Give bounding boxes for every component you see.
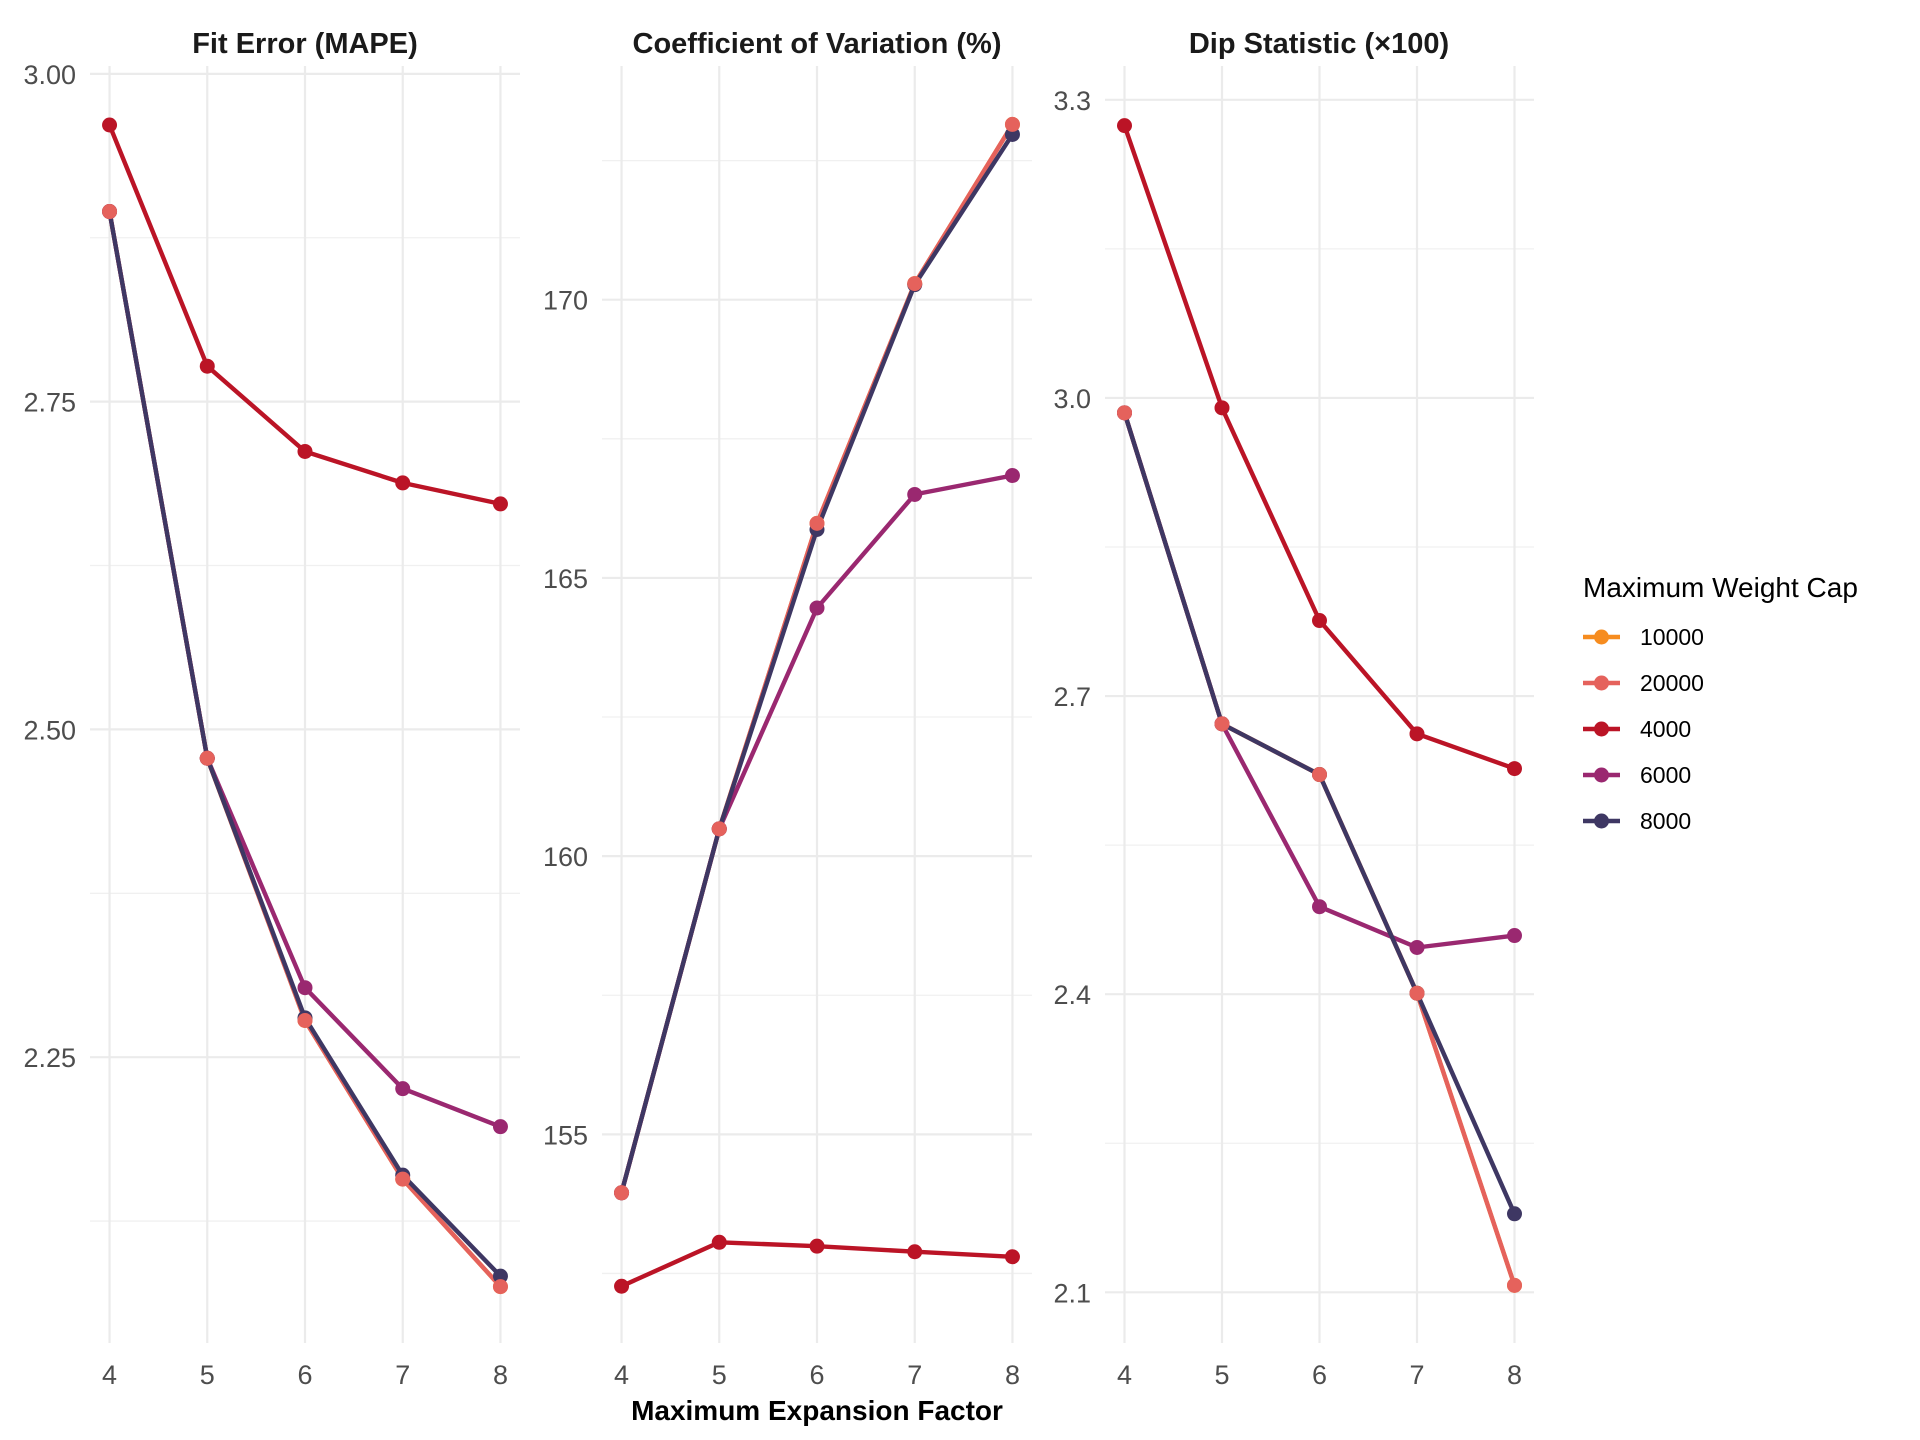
legend-label: 10000 [1640,624,1704,650]
legend-key-point [1594,629,1609,645]
x-tick-label: 5 [200,1360,215,1390]
legend-key-point [1594,721,1609,737]
y-tick-label: 155 [543,1120,588,1150]
data-point-6000 [1312,899,1327,915]
data-point-4000 [199,358,215,374]
data-point-4000 [1507,761,1522,777]
legend-entry-6000: 6000 [1583,762,1691,788]
y-tick-label: 160 [543,842,588,872]
legend-label: 6000 [1640,762,1691,788]
legend-key-point [1594,767,1609,783]
y-tick-label: 165 [543,564,588,594]
data-point-4000 [1117,118,1132,134]
y-tick-label: 3.0 [1053,384,1091,414]
y-tick-label: 2.4 [1053,980,1091,1010]
data-point-6000 [297,980,313,996]
x-tick-label: 4 [614,1360,629,1390]
data-point-4000 [297,443,313,459]
data-point-20000 [102,204,118,220]
data-point-20000 [809,515,825,531]
x-tick-label: 6 [1312,1360,1327,1390]
data-point-4000 [614,1278,630,1294]
data-point-20000 [711,821,727,837]
data-point-20000 [1409,985,1425,1001]
x-tick-label: 8 [1507,1360,1522,1390]
data-point-4000 [1409,726,1425,742]
panel-title: Dip Statistic (×100) [1189,28,1449,60]
y-tick-label: 2.25 [23,1043,76,1073]
data-point-6000 [907,486,923,502]
x-tick-label: 4 [102,1360,117,1390]
panel-title: Fit Error (MAPE) [192,28,418,60]
legend-label: 20000 [1640,670,1704,696]
data-point-20000 [1507,1277,1522,1293]
legend: Maximum Weight Cap 10000 20000 4000 6000 800… [1583,572,1858,834]
data-point-20000 [1312,767,1327,783]
legend-entry-10000: 10000 [1583,624,1704,650]
data-point-20000 [614,1185,630,1201]
legend-entries: 10000 20000 4000 6000 8000 [1583,624,1704,834]
data-point-4000 [492,496,508,512]
data-point-20000 [1214,716,1230,732]
data-point-20000 [1117,405,1132,421]
data-point-4000 [1004,1249,1020,1265]
data-point-8000 [1507,1206,1522,1222]
x-tick-label: 7 [907,1360,922,1390]
legend-key-point [1594,813,1609,829]
data-point-20000 [297,1012,313,1028]
x-tick-label: 4 [1117,1360,1132,1390]
data-point-20000 [1004,116,1020,132]
data-point-6000 [1507,928,1522,944]
legend-label: 4000 [1640,716,1691,742]
data-point-4000 [1312,613,1327,629]
legend-title: Maximum Weight Cap [1583,572,1858,603]
legend-entry-4000: 4000 [1583,716,1691,742]
legend-entry-8000: 8000 [1583,808,1691,834]
x-tick-label: 6 [809,1360,824,1390]
panel-2: 155 160 165 170 4 5 6 7 8 Coefficient of Variatio… [543,28,1032,1390]
data-point-4000 [809,1238,825,1254]
data-point-20000 [907,276,923,292]
panel-title: Coefficient of Variation (%) [633,28,1002,60]
data-point-6000 [809,600,825,616]
data-point-4000 [1214,400,1230,416]
data-point-20000 [395,1171,411,1187]
panel-3: 2.1 2.4 2.7 3.0 3.3 4 5 6 7 8 Dip Statistic (×100) [1053,28,1534,1390]
data-point-6000 [395,1081,411,1097]
x-tick-label: 8 [493,1360,508,1390]
data-point-8000 [492,1268,508,1284]
data-point-6000 [1004,468,1020,484]
x-tick-label: 7 [1409,1360,1424,1390]
data-point-6000 [1409,939,1425,955]
y-tick-label: 2.7 [1053,682,1091,712]
data-point-20000 [199,750,215,766]
data-point-4000 [907,1244,923,1260]
legend-key-point [1594,675,1609,691]
data-point-4000 [711,1234,727,1250]
y-tick-label: 3.00 [23,60,76,90]
data-point-20000 [492,1279,508,1295]
data-point-4000 [102,117,118,133]
y-tick-label: 2.75 [23,388,76,418]
panel-1: 2.25 2.50 2.75 3.00 4 5 6 7 8 Fit Error (MAPE) [23,28,520,1390]
x-axis-title: Maximum Expansion Factor [631,1395,1003,1426]
y-tick-label: 2.1 [1053,1278,1091,1308]
x-tick-label: 8 [1005,1360,1020,1390]
y-tick-label: 3.3 [1053,86,1091,116]
x-tick-label: 5 [1214,1360,1229,1390]
y-tick-label: 170 [543,286,588,316]
x-tick-label: 5 [712,1360,727,1390]
legend-label: 8000 [1640,808,1691,834]
x-tick-label: 6 [297,1360,312,1390]
y-tick-label: 2.50 [23,715,76,745]
data-point-6000 [492,1119,508,1135]
x-tick-label: 7 [395,1360,410,1390]
data-point-4000 [395,475,411,491]
legend-entry-20000: 20000 [1583,670,1704,696]
